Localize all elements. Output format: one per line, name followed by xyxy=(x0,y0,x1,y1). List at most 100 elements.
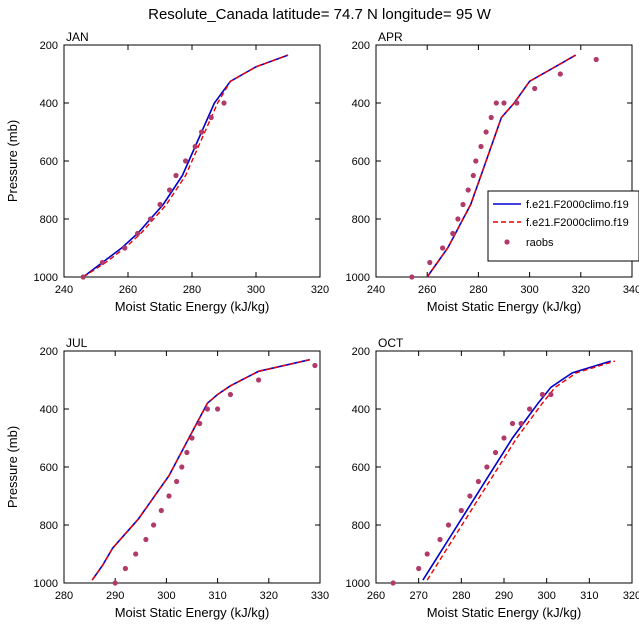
x-axis-label: Moist Static Energy (kJ/kg) xyxy=(115,299,270,314)
y-tick-label: 200 xyxy=(352,40,370,52)
raobs-point xyxy=(227,391,233,398)
x-tick-label: 280 xyxy=(183,284,201,296)
x-tick-label: 280 xyxy=(55,590,73,602)
x-tick-label: 300 xyxy=(157,590,175,602)
raobs-point xyxy=(460,201,466,208)
raobs-point xyxy=(518,420,524,427)
raobs-point xyxy=(179,464,185,470)
x-tick-label: 310 xyxy=(208,590,226,602)
y-axis-label: Pressure (mb) xyxy=(5,120,20,202)
panel-label: JUL xyxy=(66,336,88,350)
legend-swatch-raobs xyxy=(504,239,510,245)
raobs-point xyxy=(478,143,484,150)
x-tick-label: 330 xyxy=(311,590,329,602)
raobs-point xyxy=(151,522,157,528)
series-line-model2 xyxy=(426,54,577,278)
x-tick-label: 300 xyxy=(537,590,555,602)
y-tick-label: 600 xyxy=(40,462,58,474)
raobs-point xyxy=(458,507,464,514)
y-tick-label: 600 xyxy=(352,462,370,474)
raobs-point xyxy=(390,580,396,586)
raobs-point xyxy=(184,449,190,456)
legend-box xyxy=(487,190,639,262)
raobs-point xyxy=(199,129,205,135)
raobs-point xyxy=(548,391,554,398)
raobs-point xyxy=(204,406,210,412)
raobs-point xyxy=(440,245,446,251)
raobs-point xyxy=(215,406,221,412)
raobs-point xyxy=(112,580,118,586)
raobs-point xyxy=(133,551,139,557)
plot-frame xyxy=(375,350,633,584)
y-tick-label: 600 xyxy=(352,156,370,168)
x-tick-label: 320 xyxy=(260,590,278,602)
raobs-point xyxy=(158,507,164,514)
y-tick-label: 200 xyxy=(40,40,58,52)
raobs-point xyxy=(532,85,538,92)
raobs-point xyxy=(99,259,105,266)
y-tick-label: 400 xyxy=(352,404,370,416)
raobs-point xyxy=(221,100,227,106)
series-line-model1 xyxy=(82,54,289,278)
y-tick-label: 800 xyxy=(352,520,370,532)
raobs-point xyxy=(197,420,203,427)
series-line-model2 xyxy=(426,360,616,581)
y-tick-label: 800 xyxy=(352,214,370,226)
x-axis-label: Moist Static Energy (kJ/kg) xyxy=(427,605,582,620)
series-line-model1 xyxy=(91,358,310,581)
raobs-point xyxy=(501,100,507,106)
raobs-point xyxy=(157,201,163,208)
raobs-point xyxy=(437,536,443,543)
raobs-point xyxy=(473,158,479,164)
raobs-point xyxy=(122,245,128,251)
raobs-point xyxy=(183,158,189,164)
raobs-point xyxy=(539,391,546,398)
raobs-point xyxy=(166,493,172,499)
raobs-point xyxy=(475,478,481,485)
y-tick-label: 200 xyxy=(352,346,370,358)
y-tick-label: 800 xyxy=(40,214,58,226)
plot-frame xyxy=(63,350,321,584)
raobs-point xyxy=(492,449,499,456)
raobs-point xyxy=(557,71,563,77)
series-line-model2 xyxy=(91,359,310,581)
legend-entry: f.e21.F2000climo.f19 xyxy=(526,217,629,229)
y-tick-label: 800 xyxy=(40,520,58,532)
raobs-point xyxy=(192,143,198,150)
x-tick-label: 290 xyxy=(495,590,513,602)
raobs-point xyxy=(424,551,430,557)
raobs-point xyxy=(208,114,214,121)
y-tick-label: 1000 xyxy=(346,578,370,590)
raobs-point xyxy=(80,274,86,280)
raobs-point xyxy=(416,565,422,572)
raobs-point xyxy=(465,187,471,193)
raobs-point xyxy=(509,420,516,427)
raobs-point xyxy=(427,259,433,266)
x-tick-label: 240 xyxy=(367,284,385,296)
x-tick-label: 320 xyxy=(311,284,329,296)
raobs-point xyxy=(455,216,461,222)
y-tick-label: 400 xyxy=(40,404,58,416)
raobs-point xyxy=(122,565,128,572)
raobs-point xyxy=(488,114,494,121)
legend-entry: raobs xyxy=(526,237,554,249)
x-tick-label: 260 xyxy=(367,590,385,602)
x-tick-label: 300 xyxy=(247,284,265,296)
y-tick-label: 1000 xyxy=(34,578,58,590)
x-tick-label: 280 xyxy=(469,284,487,296)
raobs-point xyxy=(147,216,153,222)
raobs-point xyxy=(484,464,490,470)
raobs-point xyxy=(514,100,520,106)
raobs-point xyxy=(527,406,533,412)
x-axis-label: Moist Static Energy (kJ/kg) xyxy=(115,605,270,620)
x-tick-label: 260 xyxy=(418,284,436,296)
y-tick-label: 1000 xyxy=(34,272,58,284)
raobs-point xyxy=(483,129,489,135)
raobs-point xyxy=(312,362,318,369)
x-tick-label: 280 xyxy=(452,590,470,602)
chart-title: Resolute_Canada latitude= 74.7 N longitu… xyxy=(148,6,492,23)
x-tick-label: 240 xyxy=(55,284,73,296)
y-tick-label: 400 xyxy=(352,98,370,110)
panel-label: JAN xyxy=(66,30,89,44)
